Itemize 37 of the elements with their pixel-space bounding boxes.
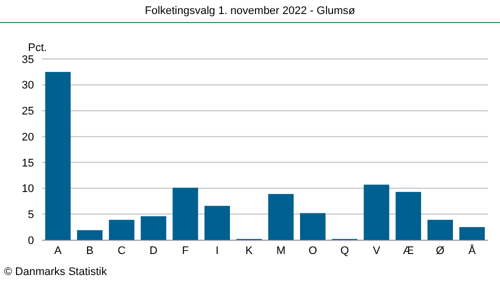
y-tick-label: 20 <box>22 131 34 144</box>
x-tick-label: O <box>308 245 318 257</box>
y-tick-label: 25 <box>22 106 34 118</box>
x-tick-label: Å <box>468 244 476 257</box>
x-tick-label: B <box>86 245 94 257</box>
bar <box>204 206 230 240</box>
bar <box>459 227 485 240</box>
x-tick-label: Q <box>340 245 350 257</box>
y-tick-label: 0 <box>28 234 34 247</box>
chart-title: Folketingsvalg 1. november 2022 - Glumsø <box>144 5 356 17</box>
bar <box>268 194 294 240</box>
x-tick-label: D <box>150 245 158 257</box>
x-tick-label: K <box>245 245 254 257</box>
y-tick-label: 15 <box>22 157 34 170</box>
bar <box>427 220 453 240</box>
text: © Danmarks Statistik <box>4 266 108 278</box>
bar <box>140 216 166 240</box>
bar <box>77 230 103 240</box>
y-axis-title: Pct. <box>28 42 47 54</box>
x-tick-label: V <box>372 245 381 257</box>
y-tick-label: 30 <box>22 80 34 92</box>
x-tick-label: I <box>216 245 219 257</box>
bar <box>364 184 390 240</box>
x-tick-label: M <box>276 245 286 257</box>
y-tick-label: 35 <box>22 54 34 66</box>
bar <box>300 213 326 240</box>
x-tick-label: Æ <box>402 245 414 257</box>
x-tick-label: C <box>118 245 126 257</box>
bar <box>108 220 134 240</box>
bar <box>396 192 422 240</box>
x-tick-label: Ø <box>436 245 445 257</box>
bar <box>45 72 71 240</box>
x-tick-label: F <box>182 245 189 257</box>
y-tick-label: 5 <box>28 208 34 221</box>
x-tick-label: A <box>54 245 62 257</box>
y-tick-label: 10 <box>22 183 34 196</box>
bar <box>172 188 198 240</box>
